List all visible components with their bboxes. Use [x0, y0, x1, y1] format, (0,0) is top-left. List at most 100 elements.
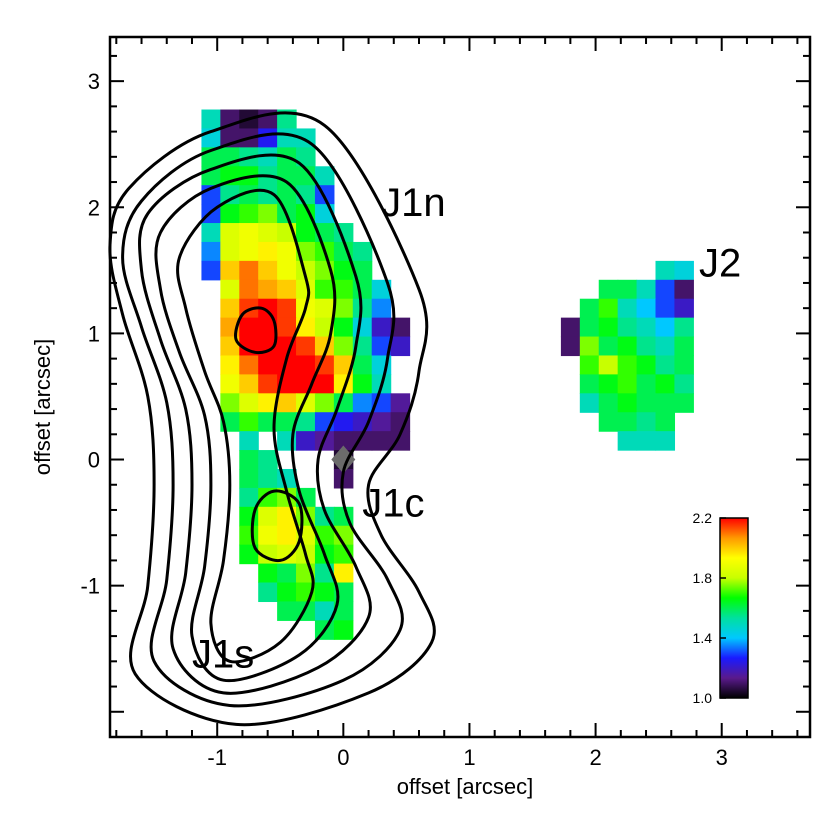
heatmap-pixel — [258, 355, 278, 375]
heatmap-pixel — [314, 279, 335, 300]
heatmap-pixel — [258, 147, 278, 167]
heatmap-pixel — [655, 260, 676, 281]
contour-line — [250, 489, 304, 563]
heatmap-pixel — [201, 260, 221, 281]
heatmap-pixel — [314, 374, 335, 394]
heatmap-pixel — [220, 260, 240, 281]
heatmap-pixel — [333, 336, 354, 357]
heatmap-pixel — [371, 336, 392, 357]
heatmap-pixel — [258, 279, 278, 300]
colorbar: 1.0 1.4 1.8 2.2 — [693, 510, 749, 706]
heatmap-pixel — [239, 241, 259, 262]
heatmap-pixel — [220, 185, 240, 205]
x-tick-label: 2 — [589, 745, 601, 770]
heatmap-pixel — [277, 279, 297, 300]
colorbar-tick-label: 2.2 — [693, 510, 713, 526]
heatmap-pixel — [296, 355, 316, 375]
heatmap-pixel — [333, 544, 354, 565]
heatmap-pixel — [314, 166, 335, 186]
heatmap-pixel — [598, 279, 619, 300]
heatmap-pixel — [655, 279, 676, 300]
heatmap-pixel — [352, 355, 373, 375]
heatmap-pixel — [239, 487, 259, 508]
heatmap-pixel — [239, 468, 259, 489]
heatmap-pixel — [371, 412, 392, 432]
heatmap-pixel — [239, 204, 259, 224]
contours — [108, 111, 436, 727]
heatmap-pixel — [333, 431, 354, 451]
heatmap-pixel — [598, 374, 619, 394]
heatmap-pixel — [333, 260, 354, 281]
heatmap-pixel — [277, 185, 297, 205]
heatmap-pixel — [352, 241, 373, 262]
heatmap-pixel — [390, 431, 411, 451]
heatmap-pixel — [655, 355, 676, 375]
contour-line — [108, 111, 436, 727]
heatmap-pixel — [258, 260, 278, 281]
heatmap-pixel — [371, 431, 392, 451]
heatmap-pixel — [239, 393, 259, 413]
heatmap-pixel — [390, 412, 411, 432]
heatmap-pixel — [258, 317, 278, 338]
heatmap-pixel — [258, 450, 278, 470]
heatmap-pixel — [674, 355, 694, 375]
heatmap-pixel — [220, 355, 240, 375]
heatmap-pixel — [371, 317, 392, 338]
heatmap-pixel — [579, 393, 600, 413]
y-tick-label: 0 — [88, 448, 100, 473]
heatmap-pixel — [239, 544, 259, 565]
heatmap-pixel — [258, 298, 278, 319]
heatmap-pixel — [352, 317, 373, 338]
heatmap-pixel — [352, 374, 373, 394]
heatmap-pixel — [674, 260, 694, 281]
y-axis-title: offset [arcsec] — [30, 339, 55, 476]
heatmap-pixel — [220, 298, 240, 319]
heatmap-pixel — [655, 317, 676, 338]
heatmap-pixel — [277, 298, 297, 319]
heatmap-pixel — [314, 298, 335, 319]
heatmap-pixel — [636, 279, 657, 300]
heatmap-pixel — [258, 393, 278, 413]
heatmap-pixel — [296, 147, 316, 167]
heatmap-pixel — [239, 450, 259, 470]
colorbar-tick-label: 1.0 — [693, 690, 713, 706]
heatmap-pixel — [220, 374, 240, 394]
axes: -1 0 1 2 3 -1 0 1 2 3 offset [arcsec] offset [arcse… — [30, 35, 812, 799]
heatmap-pixel — [598, 355, 619, 375]
annotations: J1n J1c J1s J2 — [192, 181, 741, 677]
colorbar-tick-label: 1.4 — [693, 630, 713, 646]
heatmap-pixel — [220, 336, 240, 357]
x-tick-label: 1 — [463, 745, 475, 770]
heatmap-pixel — [277, 355, 297, 375]
heatmap-pixel — [371, 298, 392, 319]
contour-line — [234, 306, 278, 355]
heatmap-pixel — [277, 241, 297, 262]
heatmap-pixel — [314, 355, 335, 375]
heatmap-pixel — [352, 298, 373, 319]
heatmap-pixel — [296, 431, 316, 451]
heatmap-pixel — [277, 412, 297, 432]
heatmap-pixel — [655, 374, 676, 394]
heatmap-pixel — [277, 563, 297, 584]
heatmap-pixel — [598, 412, 619, 432]
plot-frame — [108, 35, 812, 739]
heatmap-pixel — [239, 279, 259, 300]
heatmap-pixel — [239, 317, 259, 338]
heatmap-pixel — [258, 241, 278, 262]
heatmap-pixel — [239, 374, 259, 394]
heatmap-pixel — [333, 317, 354, 338]
heatmap-pixel — [598, 298, 619, 319]
heatmap-pixel — [333, 525, 354, 546]
heatmap-pixel — [296, 223, 316, 243]
heatmap-pixel — [239, 260, 259, 281]
heatmap-pixel — [655, 393, 676, 413]
heatmap-pixel — [636, 298, 657, 319]
heatmap-pixel — [258, 204, 278, 224]
region-label-j1n: J1n — [381, 181, 446, 225]
heatmap-pixel — [371, 279, 392, 300]
heatmap-pixel — [352, 393, 373, 413]
heatmap-pixel — [314, 393, 335, 413]
heatmap-pixel — [579, 317, 600, 338]
heatmap-pixel — [617, 393, 638, 413]
